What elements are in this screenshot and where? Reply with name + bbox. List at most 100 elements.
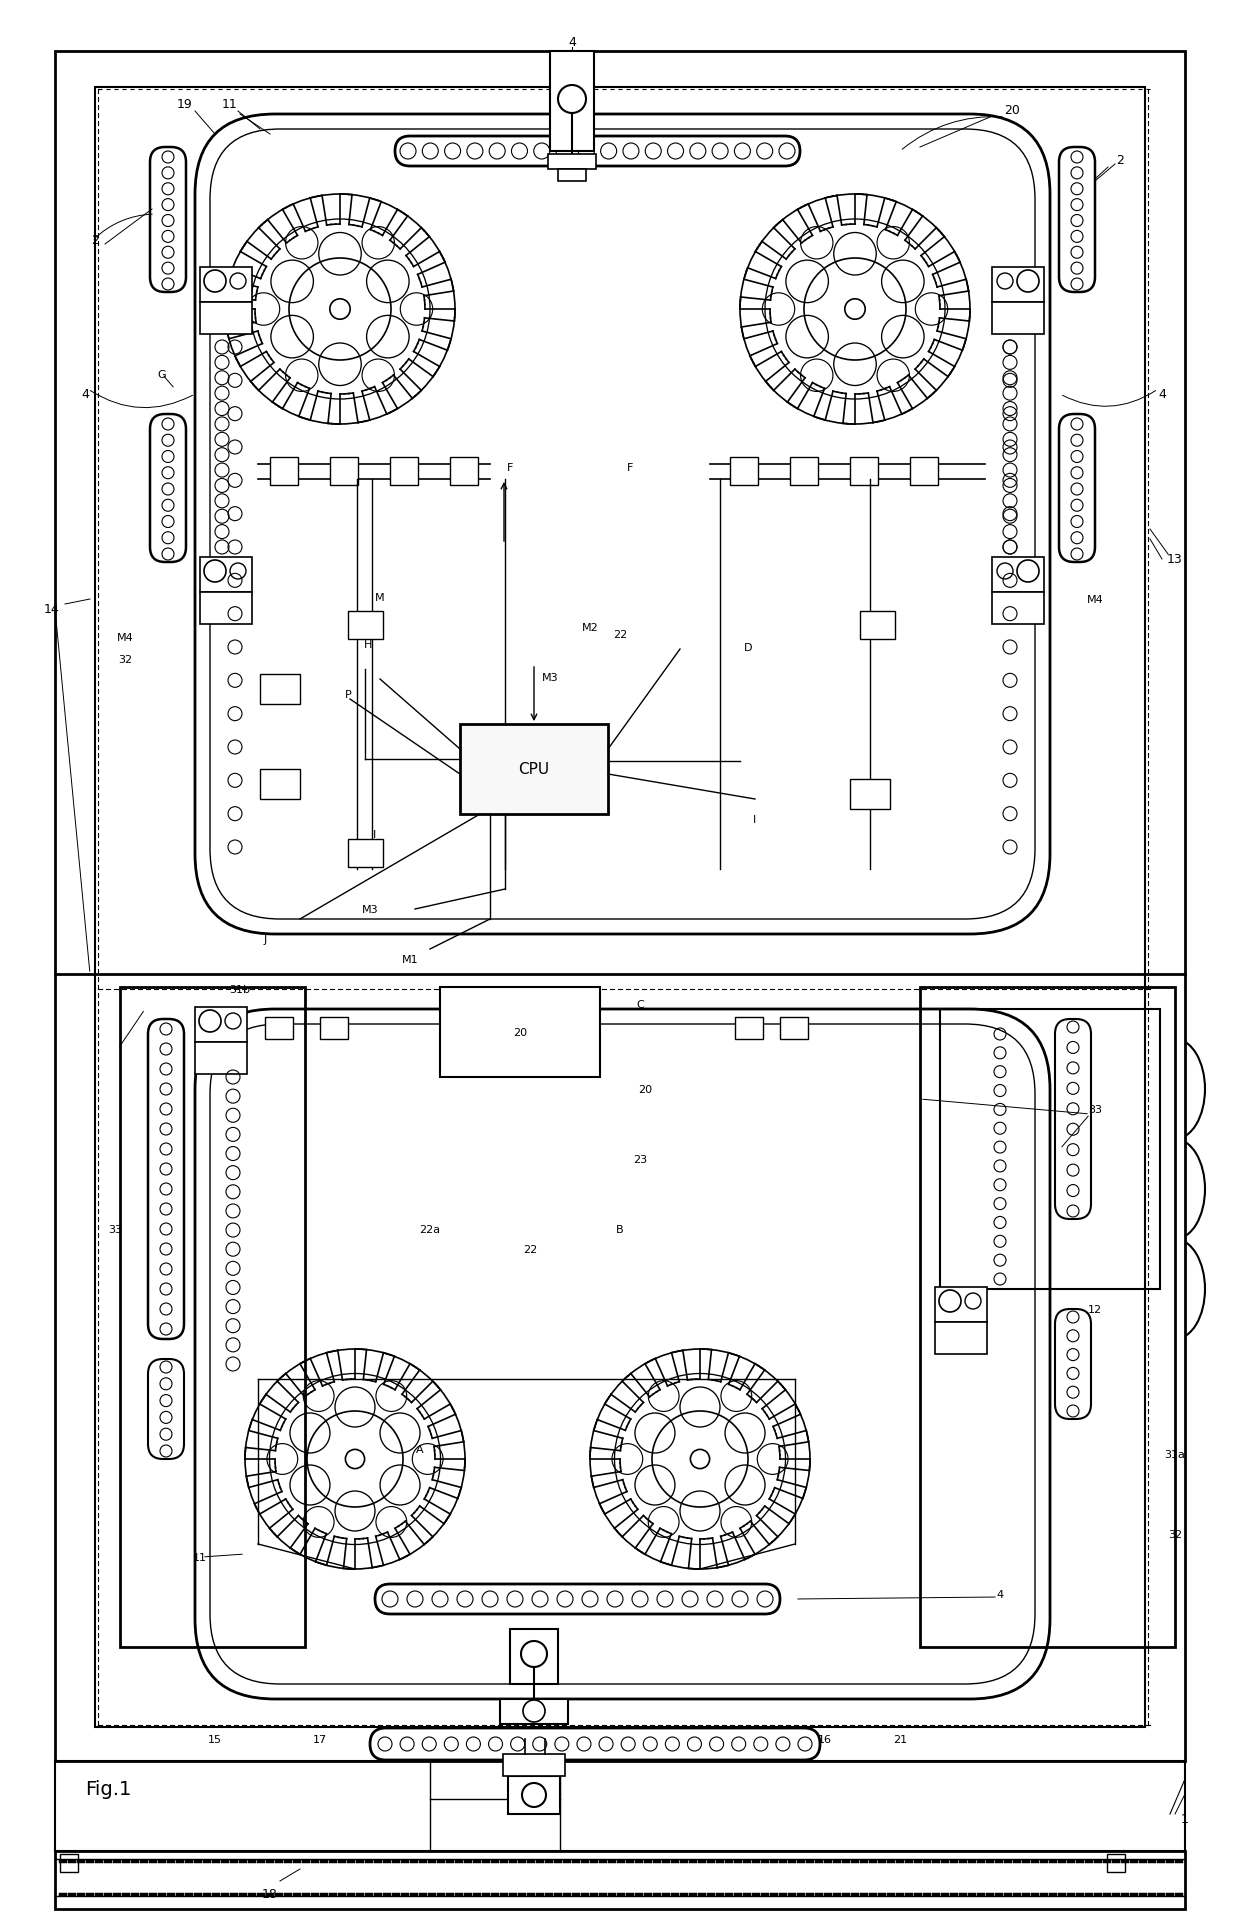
FancyBboxPatch shape bbox=[396, 137, 800, 167]
Text: M3: M3 bbox=[362, 904, 378, 915]
Text: 13: 13 bbox=[1167, 554, 1183, 565]
Text: 21: 21 bbox=[893, 1735, 908, 1744]
Bar bbox=[450, 458, 477, 487]
Text: 2: 2 bbox=[91, 233, 99, 246]
Bar bbox=[55, 52, 1185, 1761]
Text: 32: 32 bbox=[1168, 1529, 1182, 1538]
Text: H: H bbox=[363, 640, 372, 650]
Text: M4: M4 bbox=[117, 633, 134, 642]
Bar bbox=[270, 458, 298, 487]
Text: 31a: 31a bbox=[1164, 1450, 1185, 1460]
Bar bbox=[330, 458, 358, 487]
Text: CPU: CPU bbox=[518, 762, 549, 777]
Text: 19: 19 bbox=[177, 98, 193, 112]
Bar bbox=[940, 1010, 1159, 1288]
Text: 33: 33 bbox=[1087, 1104, 1102, 1115]
Text: 17: 17 bbox=[312, 1735, 327, 1744]
Text: 22: 22 bbox=[523, 1244, 537, 1254]
Text: Fig.1: Fig.1 bbox=[86, 1779, 131, 1798]
Text: 22: 22 bbox=[613, 629, 627, 640]
Text: D: D bbox=[744, 642, 753, 652]
Text: 12: 12 bbox=[1087, 1304, 1102, 1313]
Text: 31b: 31b bbox=[229, 985, 250, 994]
Text: C: C bbox=[636, 1000, 644, 1010]
Bar bbox=[260, 769, 300, 800]
Bar bbox=[920, 988, 1176, 1648]
Text: B: B bbox=[616, 1225, 624, 1235]
Bar bbox=[200, 592, 252, 625]
Text: 4: 4 bbox=[568, 35, 575, 48]
Bar bbox=[200, 267, 252, 302]
FancyBboxPatch shape bbox=[150, 415, 186, 563]
Bar bbox=[780, 1017, 808, 1040]
Text: G: G bbox=[157, 369, 166, 381]
FancyBboxPatch shape bbox=[148, 1360, 184, 1460]
Bar bbox=[849, 779, 890, 810]
Bar bbox=[992, 592, 1044, 625]
Text: M4: M4 bbox=[1086, 594, 1104, 604]
Text: 4: 4 bbox=[1158, 388, 1166, 402]
Text: I: I bbox=[373, 829, 377, 840]
Text: M2: M2 bbox=[582, 623, 599, 633]
Bar bbox=[200, 302, 252, 335]
Bar bbox=[935, 1286, 987, 1323]
Bar bbox=[348, 612, 383, 640]
Text: 32: 32 bbox=[118, 654, 133, 665]
Text: A: A bbox=[417, 1444, 424, 1454]
Bar bbox=[508, 1777, 560, 1813]
Text: F: F bbox=[626, 463, 634, 473]
Bar bbox=[348, 840, 383, 867]
FancyBboxPatch shape bbox=[1059, 415, 1095, 563]
Bar bbox=[861, 612, 895, 640]
FancyBboxPatch shape bbox=[1055, 1019, 1091, 1219]
Bar bbox=[265, 1017, 293, 1040]
Text: F: F bbox=[507, 463, 513, 473]
Text: 33: 33 bbox=[108, 1225, 122, 1235]
Bar bbox=[195, 1008, 247, 1042]
Text: 20: 20 bbox=[637, 1085, 652, 1094]
Bar bbox=[55, 1761, 1185, 1852]
Bar bbox=[730, 458, 758, 487]
Text: P: P bbox=[345, 690, 351, 700]
FancyBboxPatch shape bbox=[150, 148, 186, 292]
Bar bbox=[260, 675, 300, 704]
Text: M: M bbox=[376, 592, 384, 602]
Bar bbox=[992, 558, 1044, 592]
FancyBboxPatch shape bbox=[1055, 1310, 1091, 1419]
Bar bbox=[558, 169, 587, 183]
Text: 2: 2 bbox=[1116, 154, 1123, 167]
Text: M1: M1 bbox=[402, 954, 418, 965]
Bar bbox=[60, 1854, 78, 1871]
Bar bbox=[500, 1700, 568, 1725]
Text: I: I bbox=[754, 815, 756, 825]
FancyBboxPatch shape bbox=[1059, 148, 1095, 292]
Text: 11: 11 bbox=[193, 1552, 207, 1561]
Bar bbox=[910, 458, 937, 487]
Text: 20: 20 bbox=[1004, 104, 1021, 117]
Bar bbox=[120, 988, 305, 1648]
Bar bbox=[735, 1017, 763, 1040]
Bar bbox=[200, 558, 252, 592]
Bar bbox=[548, 156, 596, 169]
Text: 18: 18 bbox=[262, 1888, 278, 1900]
Text: M3: M3 bbox=[542, 673, 558, 683]
FancyBboxPatch shape bbox=[370, 1729, 820, 1760]
FancyBboxPatch shape bbox=[374, 1585, 780, 1613]
Bar bbox=[55, 1852, 1185, 1910]
Bar bbox=[849, 458, 878, 487]
Text: 22a: 22a bbox=[419, 1225, 440, 1235]
Bar bbox=[503, 1754, 565, 1777]
Bar bbox=[992, 302, 1044, 335]
Text: 16: 16 bbox=[818, 1735, 832, 1744]
Bar bbox=[1107, 1854, 1125, 1871]
Text: 4: 4 bbox=[81, 388, 89, 402]
Bar bbox=[510, 1629, 558, 1685]
Text: J: J bbox=[263, 935, 267, 944]
Bar bbox=[195, 1042, 247, 1075]
Text: 20: 20 bbox=[513, 1027, 527, 1038]
Bar bbox=[992, 267, 1044, 302]
Bar bbox=[790, 458, 818, 487]
Text: 4: 4 bbox=[997, 1588, 1003, 1600]
Bar bbox=[551, 52, 594, 152]
Text: 1: 1 bbox=[1180, 1813, 1189, 1825]
